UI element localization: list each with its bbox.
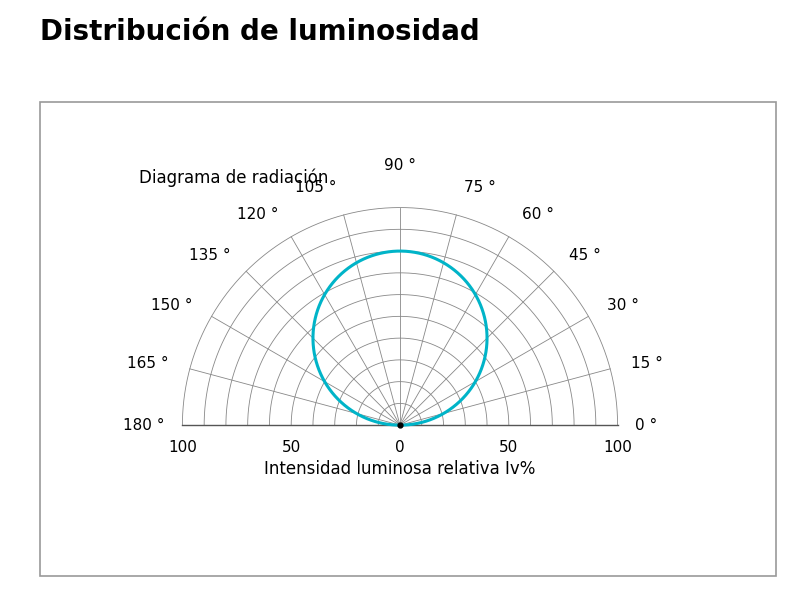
Text: Distribución de luminosidad: Distribución de luminosidad xyxy=(40,18,480,46)
Text: 15 °: 15 ° xyxy=(631,356,663,371)
Text: 60 °: 60 ° xyxy=(522,206,554,221)
Text: 120 °: 120 ° xyxy=(237,206,278,221)
Text: 135 °: 135 ° xyxy=(189,248,230,263)
Text: 0: 0 xyxy=(395,440,405,455)
Text: 165 °: 165 ° xyxy=(127,356,169,371)
Text: 100: 100 xyxy=(168,440,197,455)
Text: 50: 50 xyxy=(499,440,518,455)
Text: 180 °: 180 ° xyxy=(123,418,165,433)
Text: 150 °: 150 ° xyxy=(151,298,193,313)
Text: 75 °: 75 ° xyxy=(464,180,495,195)
Text: 90 °: 90 ° xyxy=(384,158,416,173)
Text: 105 °: 105 ° xyxy=(295,180,336,195)
Text: Diagrama de radiación: Diagrama de radiación xyxy=(139,169,328,187)
Text: Intensidad luminosa relativa Iv%: Intensidad luminosa relativa Iv% xyxy=(264,460,536,478)
Text: 50: 50 xyxy=(282,440,301,455)
Text: 0 °: 0 ° xyxy=(635,418,658,433)
Text: 45 °: 45 ° xyxy=(570,248,601,263)
Text: 100: 100 xyxy=(603,440,632,455)
Text: 30 °: 30 ° xyxy=(607,298,639,313)
